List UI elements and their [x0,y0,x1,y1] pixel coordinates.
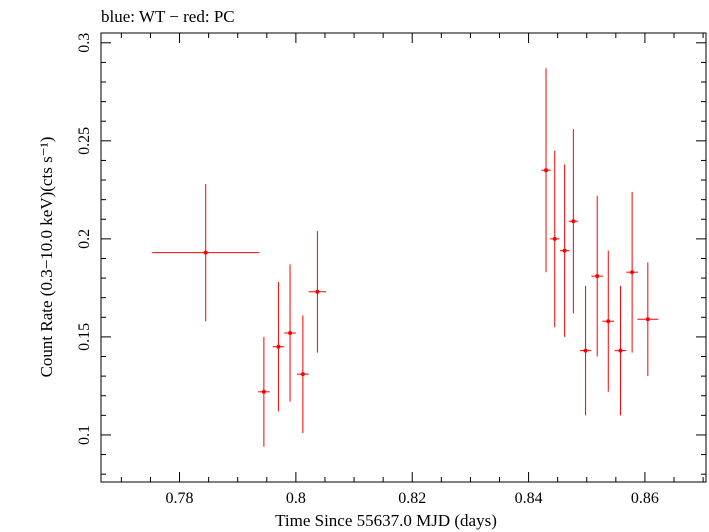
x-tick-label: 0.8 [286,490,306,507]
point-marker [595,274,600,279]
data-point [541,68,551,273]
data-point [550,150,560,328]
data-point [284,264,296,402]
point-marker [552,236,557,241]
data-point [152,183,260,322]
y-tick-label: 0.2 [76,229,93,249]
data-point [272,282,285,412]
point-marker [203,250,208,255]
point-marker [630,270,635,275]
data-point [637,262,659,377]
x-tick-label: 0.78 [166,490,194,507]
data-points [152,68,659,447]
point-marker [618,348,623,353]
data-point [297,315,309,433]
data-point [602,250,615,392]
y-axis-label: Count Rate (0.3−10.0 keV)(cts s⁻¹) [37,137,56,378]
y-tick-label: 0.15 [76,323,93,351]
data-point [568,129,579,314]
data-point [626,191,638,353]
point-marker [583,348,588,353]
point-marker [544,168,549,173]
x-tick-label: 0.86 [631,490,659,507]
x-tick-label: 0.84 [515,490,543,507]
point-marker [300,372,305,377]
point-marker [276,344,281,349]
point-marker [562,248,567,253]
data-point [579,285,592,416]
data-point [559,164,570,337]
y-tick-label: 0.1 [76,425,93,445]
data-point [258,336,270,447]
data-point [591,195,604,357]
point-marker [645,317,650,322]
x-axis-label: Time Since 55637.0 MJD (days) [275,511,497,530]
point-marker [315,289,320,294]
y-tick-label: 0.3 [76,33,93,53]
y-axis-ticks: 0.1 0.15 0.2 0.25 0.3 [76,33,706,475]
data-point [614,285,627,416]
plot-frame [100,32,707,483]
x-tick-label: 0.82 [398,490,426,507]
y-tick-label: 0.25 [76,127,93,155]
point-marker [606,319,611,324]
x-axis-ticks: 0.78 0.8 0.82 0.84 0.86 [120,33,704,507]
point-marker [571,219,576,224]
point-marker [261,389,266,394]
data-point [308,231,327,353]
header-legend-text: blue: WT − red: PC [101,7,235,26]
point-marker [288,330,293,335]
